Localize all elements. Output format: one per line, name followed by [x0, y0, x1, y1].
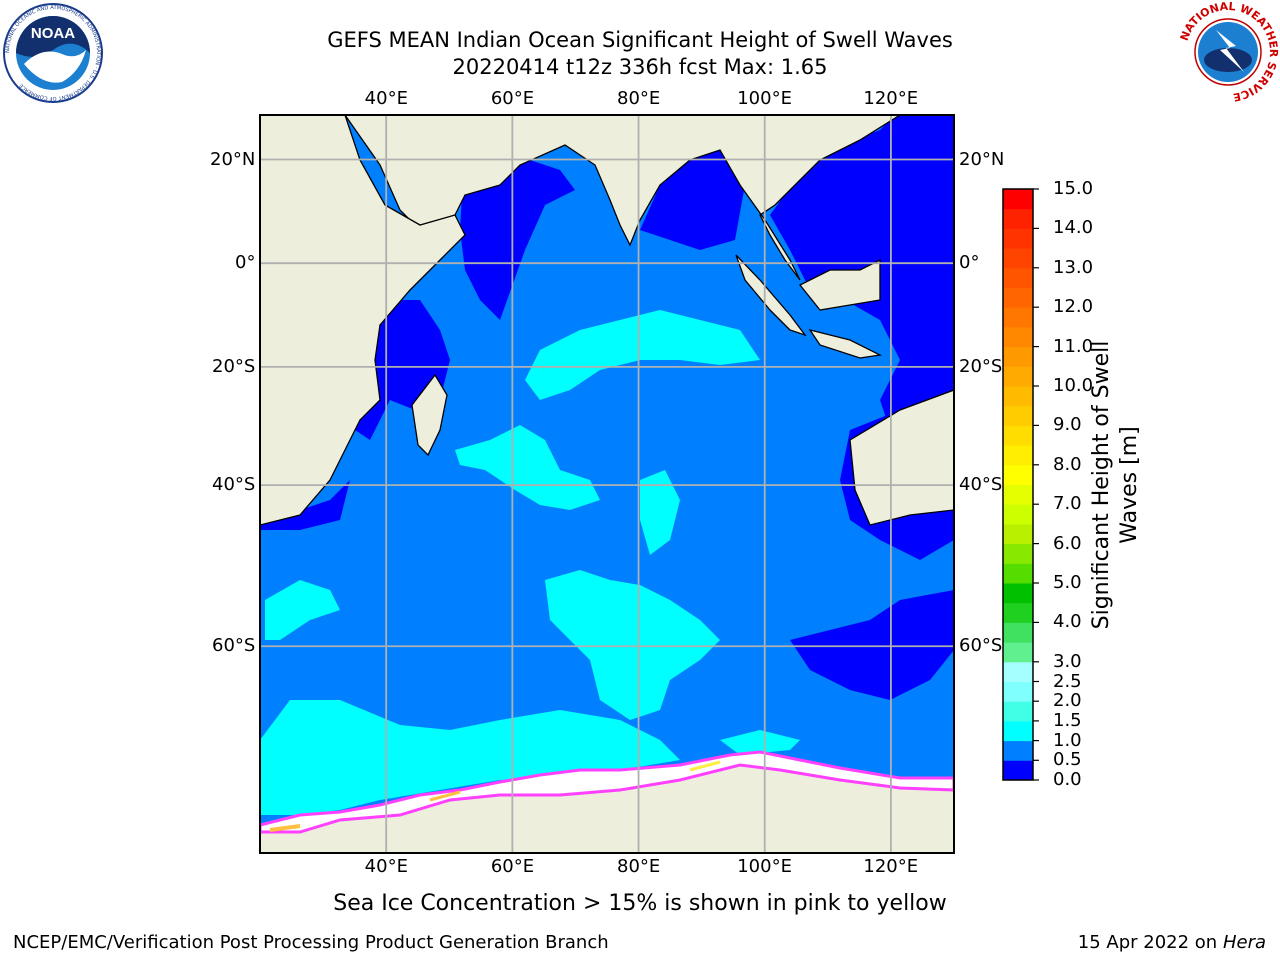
- colorbar-label: 2.0: [1053, 690, 1082, 712]
- colorbar-swatch: [1003, 602, 1033, 623]
- colorbar-swatch: [1003, 740, 1033, 761]
- colorbar-swatch: [1003, 484, 1033, 505]
- colorbar-label: 6.0: [1053, 532, 1082, 554]
- colorbar-label: 3.0: [1053, 650, 1082, 672]
- colorbar-swatch: [1003, 326, 1033, 348]
- colorbar-label: 1.0: [1053, 729, 1082, 751]
- noaa-logo-text: NOAA: [31, 25, 75, 42]
- colorbar-swatch: [1003, 504, 1033, 525]
- colorbar-ticks: [1033, 188, 1039, 781]
- lon-label-top: 60°E: [490, 88, 535, 109]
- colorbar-label: 2.5: [1053, 670, 1082, 692]
- lat-label-left: 60°S: [212, 635, 256, 657]
- colorbar-swatch: [1003, 445, 1033, 466]
- moderate-swell-regions: [260, 310, 800, 815]
- colorbar-label: 9.0: [1053, 414, 1082, 436]
- colorbar-swatch: [1003, 464, 1033, 485]
- colorbar-label: 13.0: [1053, 256, 1094, 278]
- colorbar-label: 0.5: [1053, 749, 1082, 771]
- colorbar-swatch: [1003, 760, 1033, 781]
- lon-label-bottom: 80°E: [617, 856, 661, 877]
- colorbar-label: 10.0: [1053, 375, 1094, 396]
- colorbar-swatch: [1003, 366, 1033, 387]
- colorbar-swatch: [1003, 386, 1033, 407]
- colorbar-swatch: [1003, 563, 1033, 584]
- colorbar-label: 14.0: [1053, 217, 1094, 239]
- noaa-logo: NOAA NATIONAL OCEANIC AND ATMOSPHERIC AD…: [3, 3, 103, 103]
- lon-label-top: 80°E: [617, 88, 661, 109]
- nws-logo: NATIONAL WEATHER SERVICE: [1178, 0, 1280, 104]
- lon-label-bottom: 120°E: [863, 856, 919, 877]
- lat-label-left: 40°S: [212, 474, 256, 496]
- colorbar: [1003, 189, 1033, 781]
- colorbar-title: Significant Height of Swell Waves [m]: [1089, 340, 1142, 630]
- colorbar-swatch: [1003, 405, 1033, 426]
- lat-label-left: 20°S: [212, 355, 256, 377]
- lon-label-top: 100°E: [737, 88, 792, 109]
- colorbar-swatch: [1003, 346, 1033, 367]
- lon-label-top: 120°E: [863, 88, 919, 109]
- lat-label-left: 20°N: [210, 148, 256, 170]
- colorbar-swatch: [1003, 523, 1033, 545]
- colorbar-swatch: [1003, 701, 1033, 722]
- colorbar-label: 12.0: [1053, 296, 1094, 318]
- colorbar-swatch: [1003, 622, 1033, 643]
- sea-ice-caption: Sea Ice Concentration > 15% is shown in …: [333, 891, 947, 916]
- footer-host: Hera: [1222, 932, 1266, 953]
- colorbar-swatch: [1003, 543, 1033, 564]
- colorbar-swatch: [1003, 189, 1033, 210]
- sea-ice-edge: [260, 750, 954, 834]
- colorbar-swatch: [1003, 720, 1033, 742]
- colorbar-label: 4.0: [1053, 611, 1082, 633]
- colorbar-label: 7.0: [1053, 493, 1082, 515]
- lon-label-bottom: 60°E: [490, 856, 535, 877]
- colorbar-swatch: [1003, 681, 1033, 702]
- colorbar-swatch: [1003, 228, 1033, 249]
- colorbar-swatch: [1003, 642, 1033, 663]
- colorbar-label: 0.0: [1053, 769, 1082, 790]
- colorbar-swatch: [1003, 248, 1033, 269]
- colorbar-swatch: [1003, 425, 1033, 446]
- colorbar-swatch: [1003, 287, 1033, 308]
- lon-label-bottom: 100°E: [737, 856, 792, 877]
- colorbar-label: 5.0: [1053, 572, 1082, 593]
- colorbar-swatch: [1003, 267, 1033, 288]
- graticule: [260, 115, 954, 853]
- colorbar-swatch: [1003, 583, 1033, 604]
- map-frame: [259, 114, 955, 854]
- colorbar-label: 1.5: [1053, 709, 1082, 731]
- colorbar-frame: [1002, 188, 1034, 781]
- footer-date: 15 Apr 2022 on Hera: [1078, 932, 1266, 953]
- footer-date-text: 15 Apr 2022 on: [1077, 932, 1223, 953]
- footer-credit: NCEP/EMC/Verification Post Processing Pr…: [13, 932, 609, 953]
- map-title: GEFS MEAN Indian Ocean Significant Heigh…: [327, 28, 953, 52]
- lat-label-right: 60°S: [959, 635, 1003, 657]
- lat-label-left: 0°: [235, 252, 256, 274]
- lat-label-right: 20°S: [959, 355, 1003, 377]
- lat-label-right: 0°: [959, 252, 980, 274]
- colorbar-label: 15.0: [1053, 178, 1094, 199]
- colorbar-swatch: [1003, 208, 1033, 229]
- lon-label-top: 40°E: [364, 88, 408, 109]
- lon-label-bottom: 40°E: [364, 856, 408, 877]
- lat-label-right: 20°N: [959, 148, 1005, 170]
- colorbar-swatch: [1003, 307, 1033, 328]
- map-panel: [260, 115, 954, 853]
- map-subtitle: 20220414 t12z 336h fcst Max: 1.65: [452, 55, 828, 79]
- lat-label-right: 40°S: [959, 474, 1003, 496]
- land-masses: [260, 115, 954, 853]
- colorbar-swatch: [1003, 661, 1033, 682]
- colorbar-label: 11.0: [1053, 335, 1094, 357]
- colorbar-label: 8.0: [1053, 453, 1082, 475]
